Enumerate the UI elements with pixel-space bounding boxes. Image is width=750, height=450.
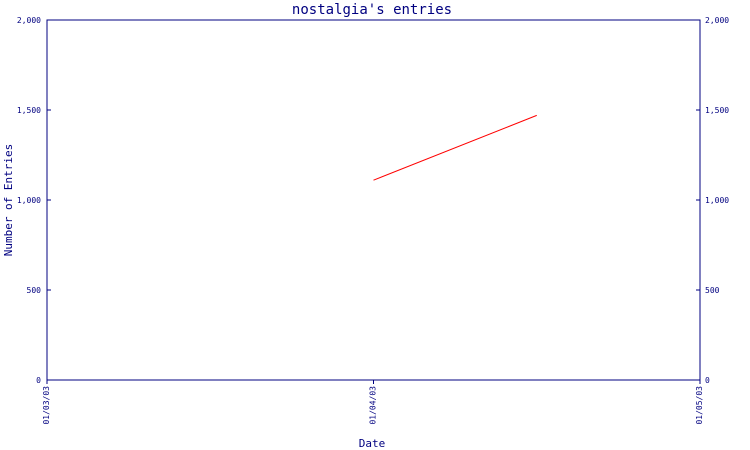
right-y-tick-label: 1,000 xyxy=(705,196,729,205)
series-line xyxy=(373,114,537,181)
right-y-axis-ticks: 0 500 1,000 1,500 2,000 xyxy=(696,16,729,385)
left-y-tick-label: 1,000 xyxy=(17,196,41,205)
left-y-tick-label: 1,500 xyxy=(17,106,41,115)
x-axis-label: Date xyxy=(359,437,386,450)
plot-area xyxy=(46,19,701,381)
right-y-tick-label: 2,000 xyxy=(705,16,729,25)
y-axis-label: Number of Entries xyxy=(2,144,15,257)
x-tick-label: 01/03/03 xyxy=(42,386,51,425)
left-y-tick-label: 2,000 xyxy=(17,16,41,25)
x-axis-ticks: 01/03/03 01/04/03 01/05/03 xyxy=(42,380,704,425)
chart-title: nostalgia's entries xyxy=(292,2,452,18)
left-y-tick-label: 500 xyxy=(27,286,42,295)
right-y-tick-label: 0 xyxy=(705,376,710,385)
left-y-axis-ticks: 0 500 1,000 1,500 2,000 xyxy=(17,16,51,385)
right-y-tick-label: 1,500 xyxy=(705,106,729,115)
right-y-tick-label: 500 xyxy=(705,286,720,295)
x-tick-label: 01/05/03 xyxy=(695,386,704,425)
left-y-tick-label: 0 xyxy=(36,376,41,385)
series-group xyxy=(373,114,537,181)
x-tick-label: 01/04/03 xyxy=(369,386,378,425)
